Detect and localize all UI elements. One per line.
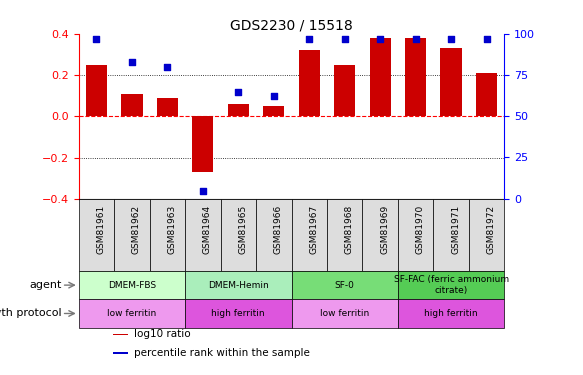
Text: low ferritin: low ferritin xyxy=(320,309,369,318)
Text: GSM81961: GSM81961 xyxy=(96,204,106,254)
Bar xyxy=(398,271,504,299)
Point xyxy=(375,36,385,42)
Text: agent: agent xyxy=(29,280,62,290)
Point xyxy=(127,59,136,65)
Bar xyxy=(185,271,292,299)
Bar xyxy=(113,333,128,335)
Bar xyxy=(121,94,142,116)
Bar xyxy=(227,104,249,116)
Bar xyxy=(398,299,504,328)
Bar xyxy=(192,116,213,172)
Text: percentile rank within the sample: percentile rank within the sample xyxy=(134,348,310,358)
Bar xyxy=(469,199,504,271)
Bar xyxy=(220,199,256,271)
Text: GSM81972: GSM81972 xyxy=(487,204,496,254)
Bar xyxy=(157,98,178,116)
Bar xyxy=(86,64,107,116)
Bar xyxy=(79,299,185,328)
Bar xyxy=(113,352,128,354)
Text: low ferritin: low ferritin xyxy=(107,309,156,318)
Point xyxy=(234,88,243,94)
Point xyxy=(92,36,101,42)
Text: high ferritin: high ferritin xyxy=(212,309,265,318)
Text: high ferritin: high ferritin xyxy=(424,309,478,318)
Text: GSM81964: GSM81964 xyxy=(203,204,212,254)
Text: GSM81966: GSM81966 xyxy=(274,204,283,254)
Text: SF-0: SF-0 xyxy=(335,280,354,290)
Bar xyxy=(292,299,398,328)
Bar xyxy=(292,199,327,271)
Text: log10 ratio: log10 ratio xyxy=(134,329,191,339)
Text: growth protocol: growth protocol xyxy=(0,309,62,318)
Bar xyxy=(370,38,391,116)
Text: SF-FAC (ferric ammonium
citrate): SF-FAC (ferric ammonium citrate) xyxy=(394,275,508,295)
Text: GSM81968: GSM81968 xyxy=(345,204,354,254)
Bar xyxy=(298,50,320,116)
Point xyxy=(482,36,491,42)
Text: GSM81962: GSM81962 xyxy=(132,204,141,254)
Point xyxy=(163,64,172,70)
Title: GDS2230 / 15518: GDS2230 / 15518 xyxy=(230,19,353,33)
Bar xyxy=(292,271,398,299)
Bar xyxy=(405,38,426,116)
Point xyxy=(447,36,456,42)
Point xyxy=(340,36,349,42)
Bar xyxy=(334,64,356,116)
Bar xyxy=(441,48,462,116)
Bar xyxy=(363,199,398,271)
Bar xyxy=(150,199,185,271)
Bar xyxy=(398,199,433,271)
Point xyxy=(304,36,314,42)
Text: GSM81965: GSM81965 xyxy=(238,204,247,254)
Bar xyxy=(263,106,285,116)
Text: GSM81967: GSM81967 xyxy=(309,204,318,254)
Bar xyxy=(327,199,363,271)
Text: GSM81970: GSM81970 xyxy=(416,204,424,254)
Point xyxy=(269,93,279,99)
Text: GSM81963: GSM81963 xyxy=(167,204,177,254)
Text: GSM81971: GSM81971 xyxy=(451,204,460,254)
Bar xyxy=(476,73,497,116)
Point xyxy=(411,36,420,42)
Bar xyxy=(185,299,292,328)
Text: DMEM-Hemin: DMEM-Hemin xyxy=(208,280,269,290)
Bar xyxy=(114,199,150,271)
Text: DMEM-FBS: DMEM-FBS xyxy=(108,280,156,290)
Bar xyxy=(79,199,114,271)
Bar xyxy=(79,271,185,299)
Bar xyxy=(185,199,220,271)
Point xyxy=(198,188,208,194)
Bar xyxy=(256,199,292,271)
Text: GSM81969: GSM81969 xyxy=(380,204,389,254)
Bar xyxy=(433,199,469,271)
